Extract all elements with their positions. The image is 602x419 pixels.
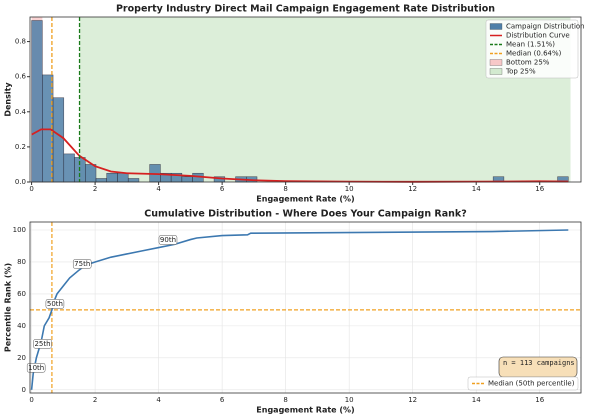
legend-label: Top 25% bbox=[505, 68, 536, 76]
y-tick-label: 0.4 bbox=[15, 108, 27, 116]
annotation-label: 25th bbox=[34, 340, 50, 348]
x-tick-label: 10 bbox=[345, 396, 354, 404]
bar bbox=[31, 20, 43, 183]
bar bbox=[106, 172, 118, 183]
legend-label: Mean (1.51%) bbox=[506, 41, 555, 49]
legend-box bbox=[467, 376, 579, 391]
y-tick-label: 60 bbox=[17, 290, 26, 298]
x-tick-label: 2 bbox=[93, 396, 97, 404]
x-tick-label: 10 bbox=[345, 185, 354, 193]
y-tick-label: 40 bbox=[17, 322, 26, 330]
bar bbox=[85, 164, 97, 183]
y-tick-label: 0.8 bbox=[15, 38, 26, 46]
y-tick-label: 0.6 bbox=[15, 73, 27, 81]
y-tick-label: 100 bbox=[13, 226, 26, 234]
y-tick-label: 20 bbox=[17, 354, 26, 362]
annotation-label: 90th bbox=[160, 236, 176, 244]
legend-label: Median (50th percentile) bbox=[488, 380, 575, 388]
x-axis-label: Engagement Rate (%) bbox=[256, 406, 354, 415]
x-tick-label: 0 bbox=[29, 396, 33, 404]
x-tick-label: 4 bbox=[156, 185, 161, 193]
bar bbox=[52, 97, 65, 183]
bar bbox=[117, 172, 129, 183]
bar bbox=[127, 178, 140, 183]
y-tick-label: 0.2 bbox=[15, 143, 26, 151]
legend-swatch bbox=[489, 59, 503, 66]
x-tick-label: 6 bbox=[220, 396, 225, 404]
plot-frame bbox=[29, 16, 582, 183]
bar bbox=[63, 153, 75, 183]
bar bbox=[95, 178, 107, 183]
note-text: n = 113 campaigns bbox=[503, 359, 575, 367]
legend-label: Bottom 25% bbox=[506, 59, 550, 67]
legend-label: Distribution Curve bbox=[506, 32, 570, 40]
x-tick-label: 8 bbox=[283, 185, 287, 193]
bar bbox=[181, 176, 193, 183]
x-tick-label: 0 bbox=[29, 185, 33, 193]
annotation-box bbox=[72, 259, 92, 269]
legend-swatch bbox=[489, 23, 503, 30]
y-tick-label: 0.0 bbox=[15, 178, 26, 186]
x-tick-label: 14 bbox=[472, 396, 481, 404]
y-axis-label: Density bbox=[4, 82, 13, 117]
x-tick-label: 12 bbox=[408, 185, 417, 193]
legend-box bbox=[485, 19, 579, 79]
annotation-box bbox=[158, 235, 178, 245]
x-tick-label: 2 bbox=[93, 185, 97, 193]
x-tick-label: 16 bbox=[535, 185, 544, 193]
x-tick-label: 4 bbox=[156, 396, 161, 404]
chart-title: Property Industry Direct Mail Campaign E… bbox=[116, 4, 495, 15]
x-tick-label: 6 bbox=[220, 185, 225, 193]
legend-label: Median (0.64%) bbox=[506, 50, 562, 58]
annotation-label: 50th bbox=[47, 300, 63, 308]
annotation-label: 10th bbox=[28, 364, 44, 372]
annotation-box bbox=[33, 339, 52, 349]
y-axis-label: Percentile Rank (%) bbox=[4, 263, 13, 352]
chart-title: Cumulative Distribution - Where Does You… bbox=[144, 209, 466, 220]
x-axis-label: Engagement Rate (%) bbox=[256, 195, 354, 204]
legend-swatch bbox=[489, 68, 503, 75]
annotation-box bbox=[45, 299, 65, 309]
x-tick-label: 12 bbox=[408, 396, 417, 404]
y-tick-label: 0 bbox=[22, 386, 26, 394]
y-tick-label: 80 bbox=[17, 258, 26, 266]
annotation-label: 75th bbox=[74, 260, 90, 268]
x-tick-label: 8 bbox=[283, 396, 287, 404]
x-tick-label: 14 bbox=[472, 185, 481, 193]
legend-label: Campaign Distribution bbox=[506, 23, 585, 31]
plot-frame bbox=[29, 221, 582, 394]
annotation-box bbox=[26, 363, 46, 373]
x-tick-label: 16 bbox=[535, 396, 544, 404]
